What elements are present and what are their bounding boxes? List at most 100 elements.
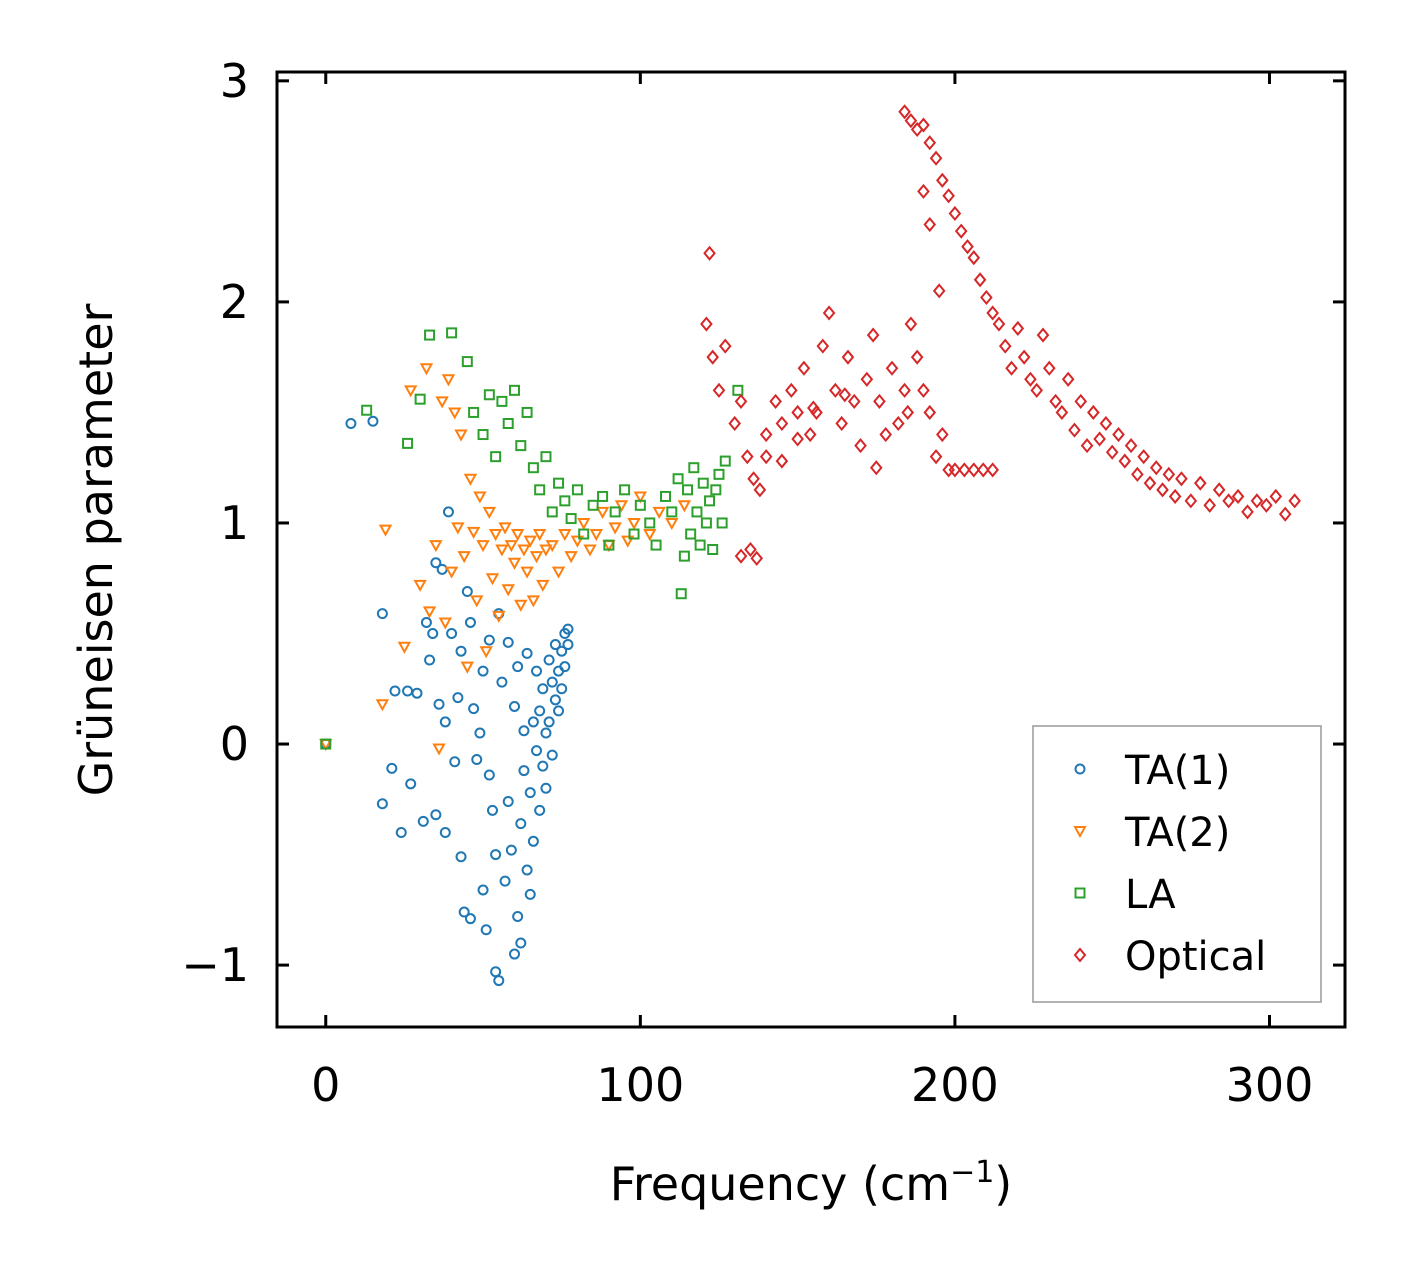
la-point (603, 539, 615, 551)
optical-point (904, 316, 918, 332)
optical-point (1212, 482, 1226, 498)
optical-point (747, 471, 760, 487)
ta-1-point (543, 716, 555, 728)
ta-1-point (527, 835, 539, 847)
ta-2-point (570, 535, 585, 548)
legend-marker-ta-2 (1073, 826, 1087, 839)
ta-1-point (376, 608, 388, 620)
ta-2-point (621, 535, 635, 548)
ta-2-point (419, 363, 434, 376)
ta-1-point (376, 798, 388, 810)
ta-2-point (473, 491, 487, 504)
optical-point (1149, 460, 1163, 476)
la-point (710, 484, 722, 496)
optical-point (936, 172, 949, 188)
ta-2-point (504, 540, 519, 553)
optical-point (703, 245, 716, 261)
optical-point (1278, 506, 1292, 522)
ta-1-point (524, 888, 536, 900)
ta-1-point (556, 645, 568, 657)
la-point (571, 484, 583, 496)
x-axis-title: Frequency (cm−1) (610, 1155, 1013, 1211)
la-point (666, 506, 678, 518)
optical-point (1017, 349, 1031, 365)
ta-1-point (402, 685, 414, 697)
ta-2-point (577, 517, 591, 531)
ta-2-point (403, 385, 418, 398)
optical-point (986, 305, 999, 321)
ta-1-point (534, 804, 546, 816)
ta-2-point (539, 544, 553, 557)
plot-frame (275, 70, 1347, 1029)
ta-1-point (483, 769, 495, 781)
la-point (694, 539, 706, 551)
optical-point (1184, 493, 1198, 509)
la-point (619, 484, 631, 496)
ta-1-point (468, 703, 480, 715)
ta-2-point (652, 506, 666, 519)
optical-point (942, 188, 955, 204)
ta-1-point (455, 645, 467, 657)
la-point (691, 506, 703, 518)
optical-point (769, 393, 782, 409)
ta-1-point (537, 760, 549, 772)
la-point (402, 437, 414, 449)
ta-1-point (430, 809, 442, 821)
ta-1-point (540, 727, 552, 739)
ta-1-point (471, 754, 483, 766)
ta-1-point (521, 864, 533, 876)
ta-2-point (523, 535, 537, 548)
optical-point (744, 541, 757, 558)
ta-1-point (562, 623, 574, 635)
ta-2-point (608, 522, 622, 535)
ta-1-point (483, 634, 495, 646)
optical-point (980, 289, 993, 306)
ta-1-point (502, 796, 514, 808)
ta-1-point (458, 906, 470, 918)
optical-point (1074, 393, 1088, 409)
ta-2-point (583, 544, 597, 557)
ta-2-point (488, 529, 503, 542)
ta-2-point (526, 595, 541, 608)
ta-2-point (627, 517, 641, 531)
ta-1-point (461, 586, 473, 598)
ta-1-point (509, 700, 521, 712)
ta-1-point (452, 692, 464, 704)
la-point (553, 477, 565, 489)
ta-2-point (510, 529, 525, 542)
optical-point (967, 250, 981, 266)
ta-1-point (420, 616, 432, 628)
la-point (597, 490, 609, 502)
la-point (565, 513, 577, 525)
ta-1-point (367, 415, 379, 427)
optical-point (803, 426, 817, 443)
optical-point (718, 338, 732, 354)
optical-point (847, 393, 861, 409)
optical-point (1193, 475, 1207, 491)
optical-point (901, 404, 915, 421)
ta-2-point (444, 566, 459, 579)
la-point (534, 484, 546, 496)
optical-point (700, 316, 713, 332)
optical-point (797, 360, 811, 376)
optical-point (910, 349, 924, 365)
optical-point (791, 431, 804, 447)
la-point (672, 473, 684, 485)
ta-1-point (515, 937, 527, 949)
ta-1-point (405, 778, 417, 790)
optical-point (1093, 431, 1106, 447)
optical-point (734, 393, 748, 409)
ta-2-point (677, 500, 692, 513)
ta-1-point (411, 687, 423, 699)
ta-1-point (549, 694, 561, 706)
optical-point (810, 404, 823, 421)
ta-1-point (395, 826, 407, 838)
ta-1-point (515, 818, 527, 830)
ta-1-point (439, 826, 451, 838)
optical-point (986, 462, 999, 478)
legend-marker-ta-1 (1074, 763, 1086, 775)
ta-2-point (470, 595, 484, 608)
optical-point (932, 283, 946, 299)
optical-point (898, 382, 911, 398)
optical-point (973, 272, 987, 288)
